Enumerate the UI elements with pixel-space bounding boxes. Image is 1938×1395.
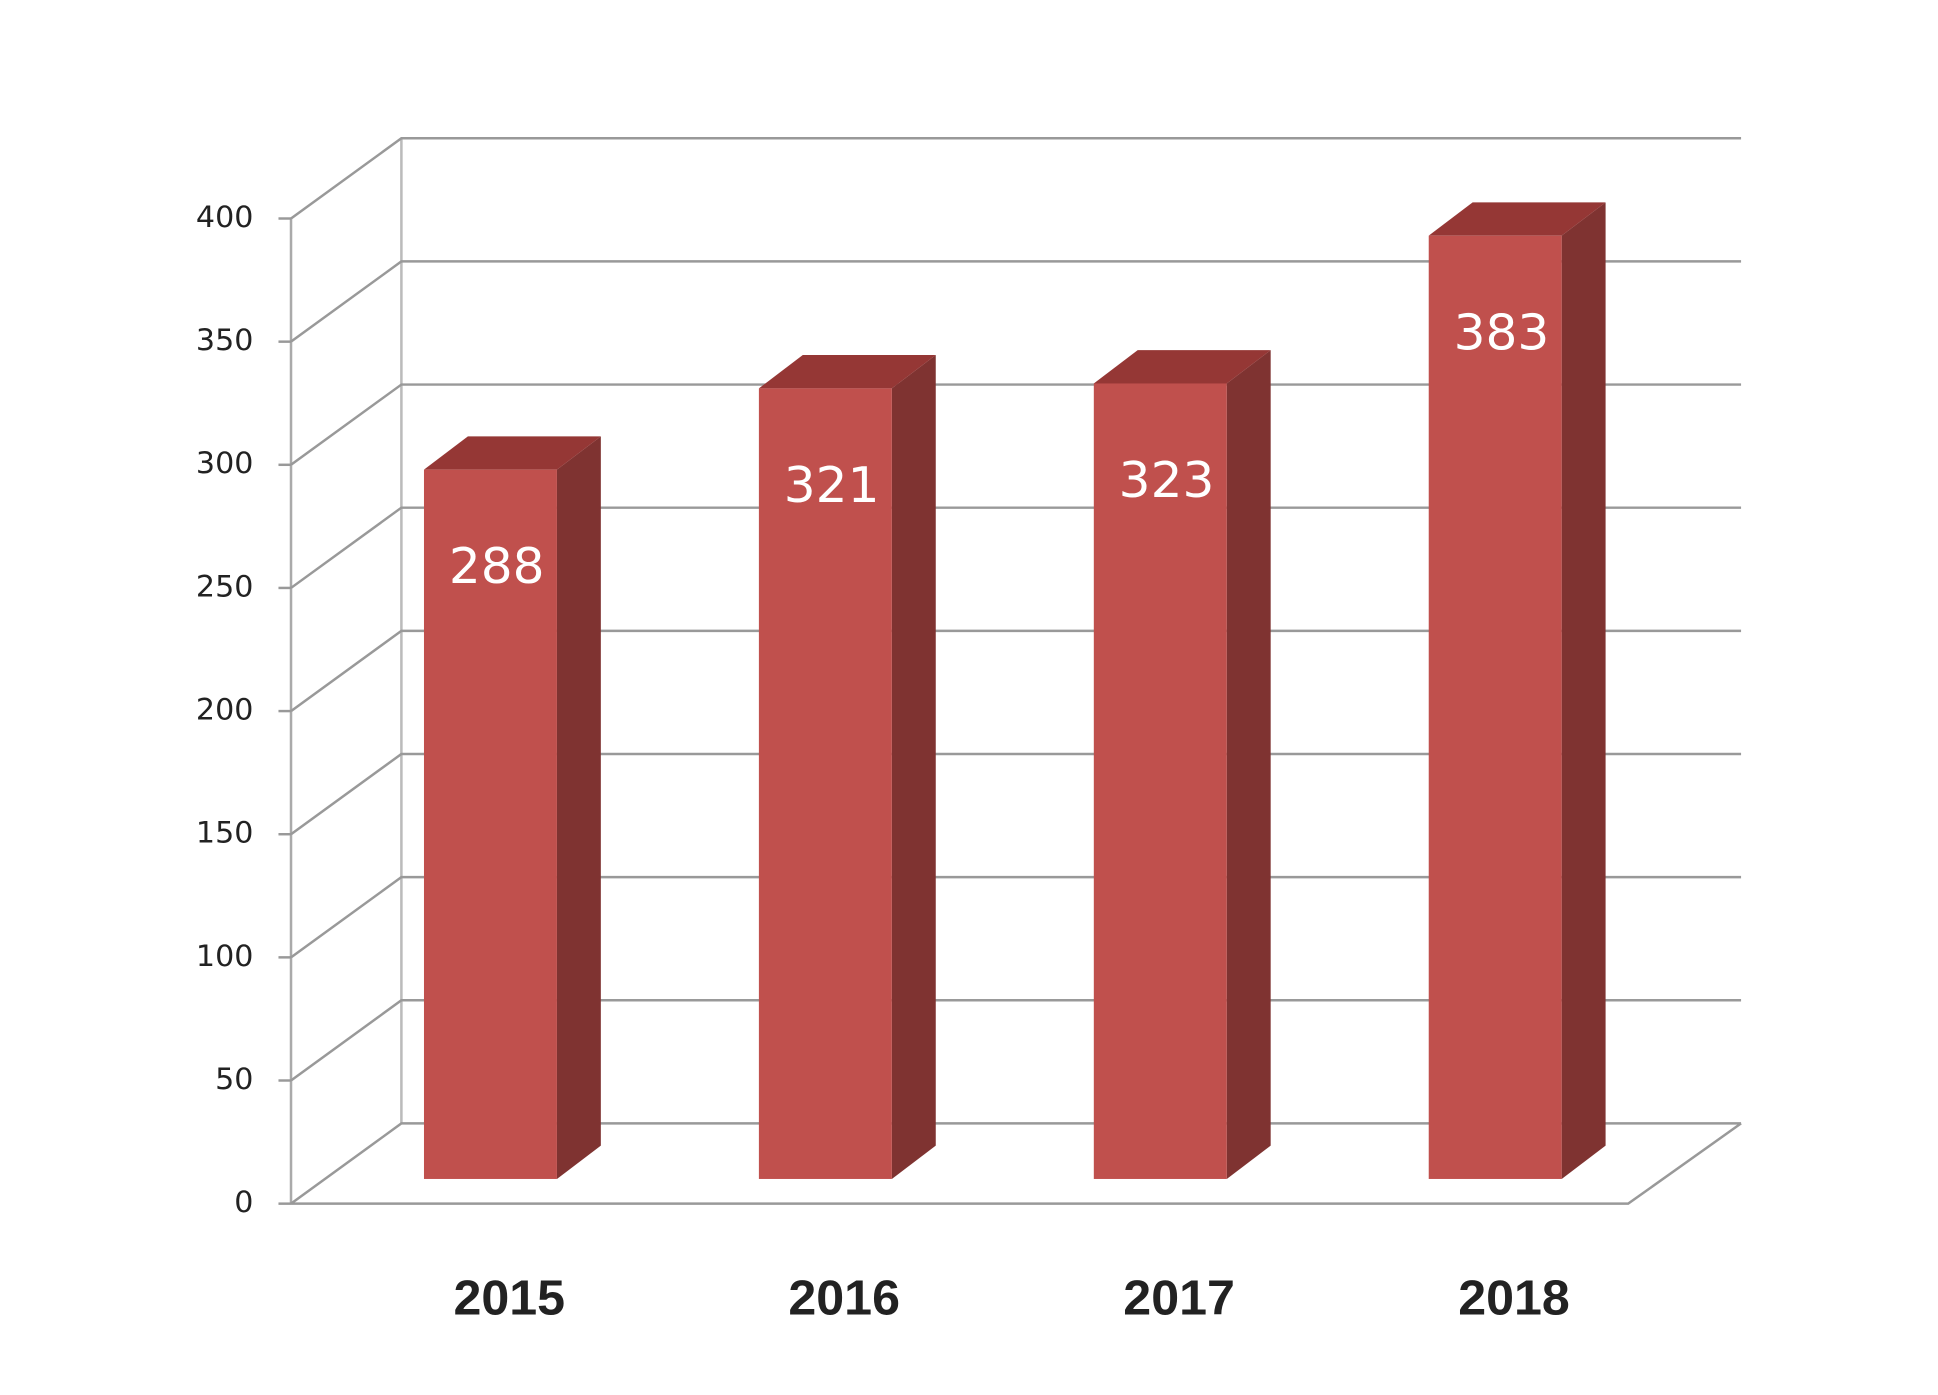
y-tick-label: 150 [196,816,253,851]
x-tick-label: 2016 [788,1270,900,1326]
value-label: 323 [1119,451,1215,509]
bar [758,388,892,1179]
bar-side [1226,350,1271,1179]
value-label: 321 [784,456,880,514]
bar [1093,383,1227,1179]
grid-line [290,1122,1742,1205]
bar-side [1561,202,1606,1179]
y-tick-label: 50 [215,1062,253,1097]
grid-line [290,383,1742,466]
bar-top [1428,202,1606,236]
grid-line [290,506,1742,589]
value-label: 383 [1454,304,1550,362]
grid-line [290,752,1742,836]
y-tick-label: 0 [234,1185,253,1220]
grid-line [290,137,1742,220]
bar [1428,235,1562,1179]
bar-side [556,436,601,1179]
floor-edge [291,1122,1742,1205]
bar [423,469,557,1179]
value-label: 288 [449,538,545,596]
grid-line [290,260,1742,343]
x-tick-label: 2015 [453,1270,565,1326]
y-tick-label: 300 [196,446,253,481]
grid-line [290,629,1742,713]
bar-top [1093,350,1271,384]
bar-top [758,355,936,389]
y-tick-label: 350 [196,323,253,358]
x-tick-label: 2018 [1458,1270,1570,1326]
x-tick-label: 2017 [1123,1270,1235,1326]
y-tick-label: 400 [196,200,253,235]
y-tick-label: 250 [196,570,253,605]
y-tick-label: 100 [196,939,253,974]
y-tick-label: 200 [196,693,253,728]
bar-top [423,436,601,470]
bar-side [891,355,936,1179]
grid-line [290,999,1742,1082]
grid-line [290,875,1742,959]
